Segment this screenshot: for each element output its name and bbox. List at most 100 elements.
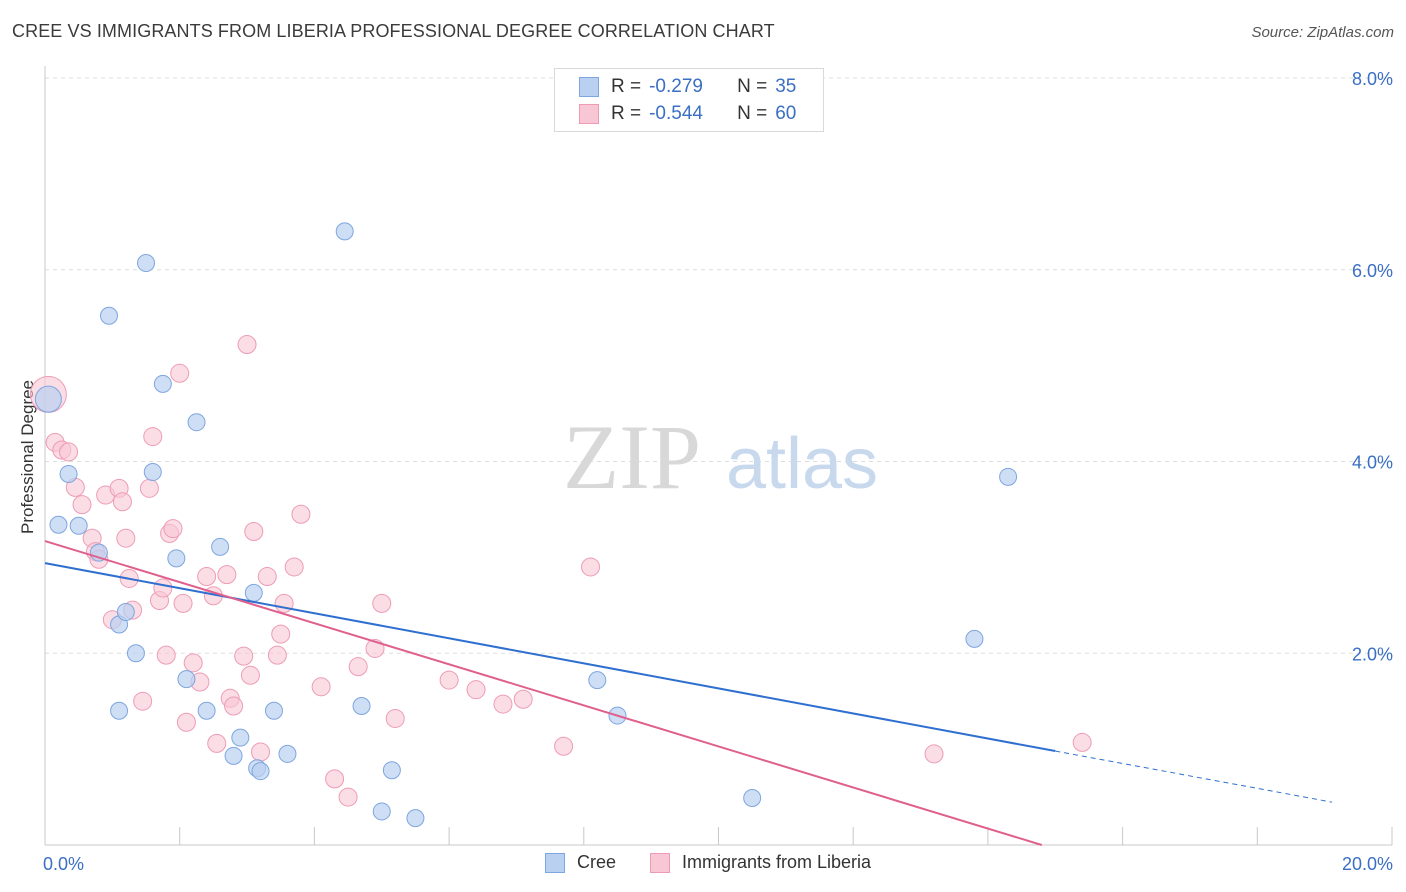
cree-point [372, 802, 391, 821]
cree-point [264, 701, 283, 720]
legend-row-liberia: R = -0.544 N = 60 [579, 101, 796, 127]
liberia-point [924, 744, 944, 764]
watermark-atlas: atlas [726, 424, 878, 504]
cree-point [999, 467, 1018, 486]
cree-point [335, 222, 354, 241]
n-value: 60 [775, 103, 797, 124]
trend-lines [44, 540, 1333, 846]
liberia-point [372, 593, 392, 613]
liberia-point [59, 442, 79, 462]
liberia-point [139, 478, 159, 498]
liberia-point [240, 665, 260, 685]
cree-point [382, 761, 401, 780]
correlation-legend: R = -0.279 N = 35 R = -0.544 N = 60 [554, 68, 824, 132]
liberia-point [143, 427, 163, 447]
cree-point [49, 515, 68, 534]
liberia-point [554, 736, 574, 756]
cree-point [251, 762, 270, 781]
cree-point [278, 744, 297, 763]
liberia-point [183, 653, 203, 673]
cree-point [177, 670, 196, 689]
chart-title: CREE VS IMMIGRANTS FROM LIBERIA PROFESSI… [12, 21, 775, 41]
liberia-point [224, 696, 244, 716]
liberia-point [156, 645, 176, 665]
liberia-point [244, 521, 264, 541]
watermark: ZIP atlas [563, 406, 878, 508]
cree-point [137, 254, 156, 273]
liberia-point [133, 691, 153, 711]
liberia-point [311, 677, 331, 697]
legend-row-cree: R = -0.279 N = 35 [579, 74, 796, 100]
liberia-point [1072, 732, 1092, 752]
cree-point [244, 583, 263, 602]
axes [44, 66, 1393, 846]
cree-point [99, 306, 118, 325]
cree-point [34, 385, 62, 413]
cree-point [406, 809, 425, 828]
legend-item-liberia[interactable]: Immigrants from Liberia [650, 852, 871, 873]
cree-point [153, 374, 172, 393]
liberia-point [466, 680, 486, 700]
cree-trend-line [44, 562, 1056, 753]
liberia-point [207, 733, 227, 753]
liberia-point [257, 567, 277, 587]
cree-point [352, 696, 371, 715]
liberia-point [284, 557, 304, 577]
r-label: R = [611, 76, 642, 97]
cree-point [116, 603, 135, 622]
liberia-trend-line [44, 540, 1043, 846]
liberia-point [163, 519, 183, 539]
liberia-point [251, 742, 271, 762]
cree-point [110, 701, 129, 720]
n-value: 35 [775, 76, 797, 97]
liberia-point [325, 769, 345, 789]
watermark-zip: ZIP [563, 406, 701, 508]
liberia-point [176, 712, 196, 732]
cree-point [143, 463, 162, 482]
liberia-point [237, 335, 257, 355]
cree-point [59, 464, 78, 483]
cree-point [187, 413, 206, 432]
cree-point [167, 549, 186, 568]
liberia-point [234, 646, 254, 666]
liberia-point [513, 689, 533, 709]
cree-point [965, 629, 984, 648]
liberia-point [112, 492, 132, 512]
liberia-point [581, 557, 601, 577]
cree-swatch [545, 852, 565, 873]
legend-item-cree[interactable]: Cree [545, 852, 616, 873]
liberia-swatch [579, 104, 599, 124]
liberia-point [493, 694, 513, 714]
liberia-point [217, 565, 237, 585]
r-label: R = [611, 103, 642, 124]
y-tick-label: 2.0% [1352, 644, 1393, 664]
liberia-point [72, 495, 92, 515]
liberia-point [348, 657, 368, 677]
r-value: -0.544 [649, 103, 703, 124]
cree-point [224, 746, 243, 765]
cree-trend-extension [1055, 750, 1333, 803]
cree-point [211, 537, 230, 556]
source-label: Source: ZipAtlas.com [1251, 24, 1394, 41]
cree-point [197, 701, 216, 720]
liberia-point [338, 787, 358, 807]
liberia-swatch [650, 852, 670, 873]
liberia-point [291, 504, 311, 524]
cree-point [69, 516, 88, 535]
liberia-point [267, 645, 287, 665]
series-legend: Cree Immigrants from Liberia [0, 852, 1406, 878]
cree-swatch [579, 77, 599, 97]
liberia-point [153, 578, 173, 598]
n-label: N = [737, 76, 768, 97]
cree-point [743, 789, 762, 808]
gridlines [45, 77, 1392, 654]
x-tick-label-min: 0.0% [43, 854, 84, 874]
y-tick-label: 4.0% [1352, 453, 1393, 473]
cree-point [126, 644, 145, 663]
legend-label-liberia: Immigrants from Liberia [682, 852, 872, 872]
cree-point [231, 728, 250, 747]
liberia-point [173, 593, 193, 613]
tick-labels: 2.0% 4.0% 6.0% 8.0% 0.0% 20.0% [43, 69, 1393, 874]
n-label: N = [737, 103, 768, 124]
